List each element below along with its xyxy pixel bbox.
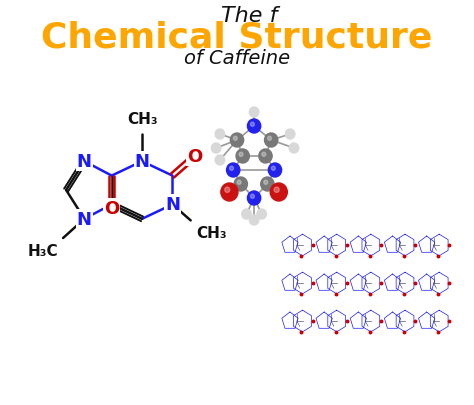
Circle shape xyxy=(230,134,244,148)
Circle shape xyxy=(211,144,221,153)
Circle shape xyxy=(259,149,272,164)
Text: O: O xyxy=(187,147,202,165)
Circle shape xyxy=(249,108,259,118)
Text: N: N xyxy=(135,153,150,171)
Circle shape xyxy=(270,183,287,202)
Circle shape xyxy=(239,153,243,157)
Circle shape xyxy=(264,181,268,185)
Text: H₃C: H₃C xyxy=(27,243,58,258)
Circle shape xyxy=(261,177,274,192)
Text: CH₃: CH₃ xyxy=(196,226,227,241)
Text: N: N xyxy=(165,196,180,214)
Circle shape xyxy=(215,156,225,166)
Text: Chemical Structure: Chemical Structure xyxy=(41,21,433,55)
Text: N: N xyxy=(77,210,92,228)
Circle shape xyxy=(233,137,237,141)
Circle shape xyxy=(264,134,278,148)
Circle shape xyxy=(267,137,272,141)
Circle shape xyxy=(215,130,225,140)
Circle shape xyxy=(234,177,247,192)
Circle shape xyxy=(249,215,259,226)
Circle shape xyxy=(285,130,295,140)
Circle shape xyxy=(250,195,255,199)
Circle shape xyxy=(262,153,266,157)
Text: CH₃: CH₃ xyxy=(127,112,157,127)
Circle shape xyxy=(242,209,251,220)
Text: N: N xyxy=(77,153,92,171)
Circle shape xyxy=(221,183,238,202)
Text: of Caffeine: of Caffeine xyxy=(184,49,290,68)
Circle shape xyxy=(257,209,266,220)
Circle shape xyxy=(289,144,299,153)
Circle shape xyxy=(236,149,249,164)
Circle shape xyxy=(271,167,275,171)
Text: The f: The f xyxy=(221,6,278,26)
Circle shape xyxy=(227,164,240,177)
Circle shape xyxy=(274,188,279,193)
Text: O: O xyxy=(104,199,119,217)
Circle shape xyxy=(268,164,282,177)
Circle shape xyxy=(250,123,255,127)
Circle shape xyxy=(247,120,261,134)
Circle shape xyxy=(225,188,230,193)
Circle shape xyxy=(247,192,261,205)
Circle shape xyxy=(237,181,241,185)
Circle shape xyxy=(229,167,234,171)
